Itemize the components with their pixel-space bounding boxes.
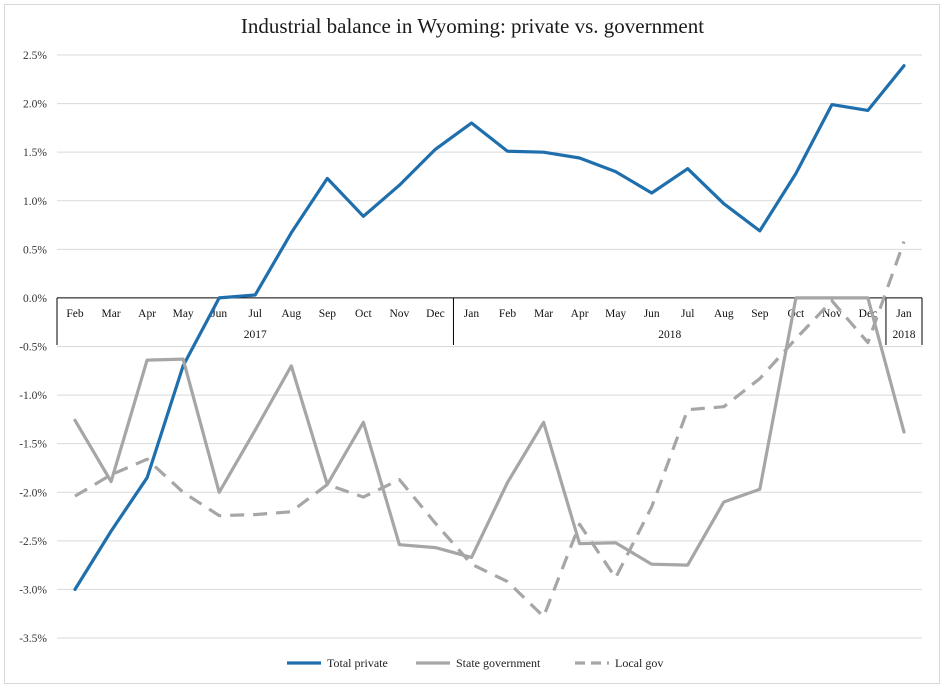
x-tick-label: Oct [355, 308, 372, 320]
legend-label: Total private [327, 656, 388, 670]
x-tick-label: Dec [426, 308, 445, 320]
x-tick-label: Feb [499, 308, 517, 320]
x-tick-label: Aug [714, 308, 734, 320]
legend-label: State government [456, 656, 541, 670]
series-line-state-government [73, 296, 906, 567]
y-tick-label: -2.5% [19, 536, 47, 548]
x-tick-label: Jan [464, 308, 480, 320]
chart-title: Industrial balance in Wyoming: private v… [240, 14, 705, 38]
legend-label: Local gov [615, 656, 663, 670]
y-tick-label: 2.0% [23, 99, 47, 111]
category-group-label: 2018 [892, 329, 915, 341]
category-group-label: 2017 [244, 329, 267, 341]
x-tick-label: Mar [534, 308, 553, 320]
x-tick-label: Sep [319, 308, 337, 320]
x-tick-label: Jul [681, 308, 694, 320]
x-tick-label: Sep [751, 308, 769, 320]
x-tick-label: Nov [389, 308, 409, 320]
y-tick-label: -3.5% [19, 633, 47, 645]
y-tick-label: -3.0% [19, 584, 47, 596]
x-tick-label: Nov [822, 308, 842, 320]
y-tick-label: 2.5% [23, 50, 47, 62]
series-lines [73, 64, 906, 619]
y-tick-label: -1.5% [19, 439, 47, 451]
x-tick-label: Jan [896, 308, 912, 320]
x-tick-label: Aug [281, 308, 301, 320]
x-tick-label: Apr [138, 308, 156, 320]
category-group-label: 2018 [658, 329, 681, 341]
y-axis-tick-labels: 2.5% 2.0% 1.5% 1.0% 0.5% 0.0% -0.5% -1.0% -1.5% -… [19, 50, 47, 645]
x-tick-label: Oct [788, 308, 805, 320]
x-tick-label: Jun [211, 308, 227, 320]
category-axis: Feb Mar Apr May Jun Jul Aug Sep Oct Nov Dec Jan Feb M… [56, 297, 923, 345]
series-line-total-private [73, 64, 906, 592]
chart-frame [4, 4, 940, 684]
y-tick-label: 0.0% [23, 293, 47, 305]
y-tick-label: 1.0% [23, 196, 47, 208]
series-line-local-gov [74, 241, 906, 619]
x-tick-label: Mar [101, 308, 120, 320]
x-tick-label: Jul [249, 308, 262, 320]
x-tick-label: May [605, 308, 626, 320]
y-tick-label: 1.5% [23, 147, 47, 159]
x-tick-label: Jun [644, 308, 660, 320]
x-tick-label: Apr [571, 308, 589, 320]
legend: Total private State government Local gov [287, 656, 663, 670]
x-tick-label: Feb [66, 308, 84, 320]
x-tick-label: May [173, 308, 194, 320]
y-tick-label: 0.5% [23, 244, 47, 256]
y-tick-label: -2.0% [19, 487, 47, 499]
y-tick-label: -0.5% [19, 342, 47, 354]
y-tick-label: -1.0% [19, 390, 47, 402]
gridlines [57, 54, 922, 639]
